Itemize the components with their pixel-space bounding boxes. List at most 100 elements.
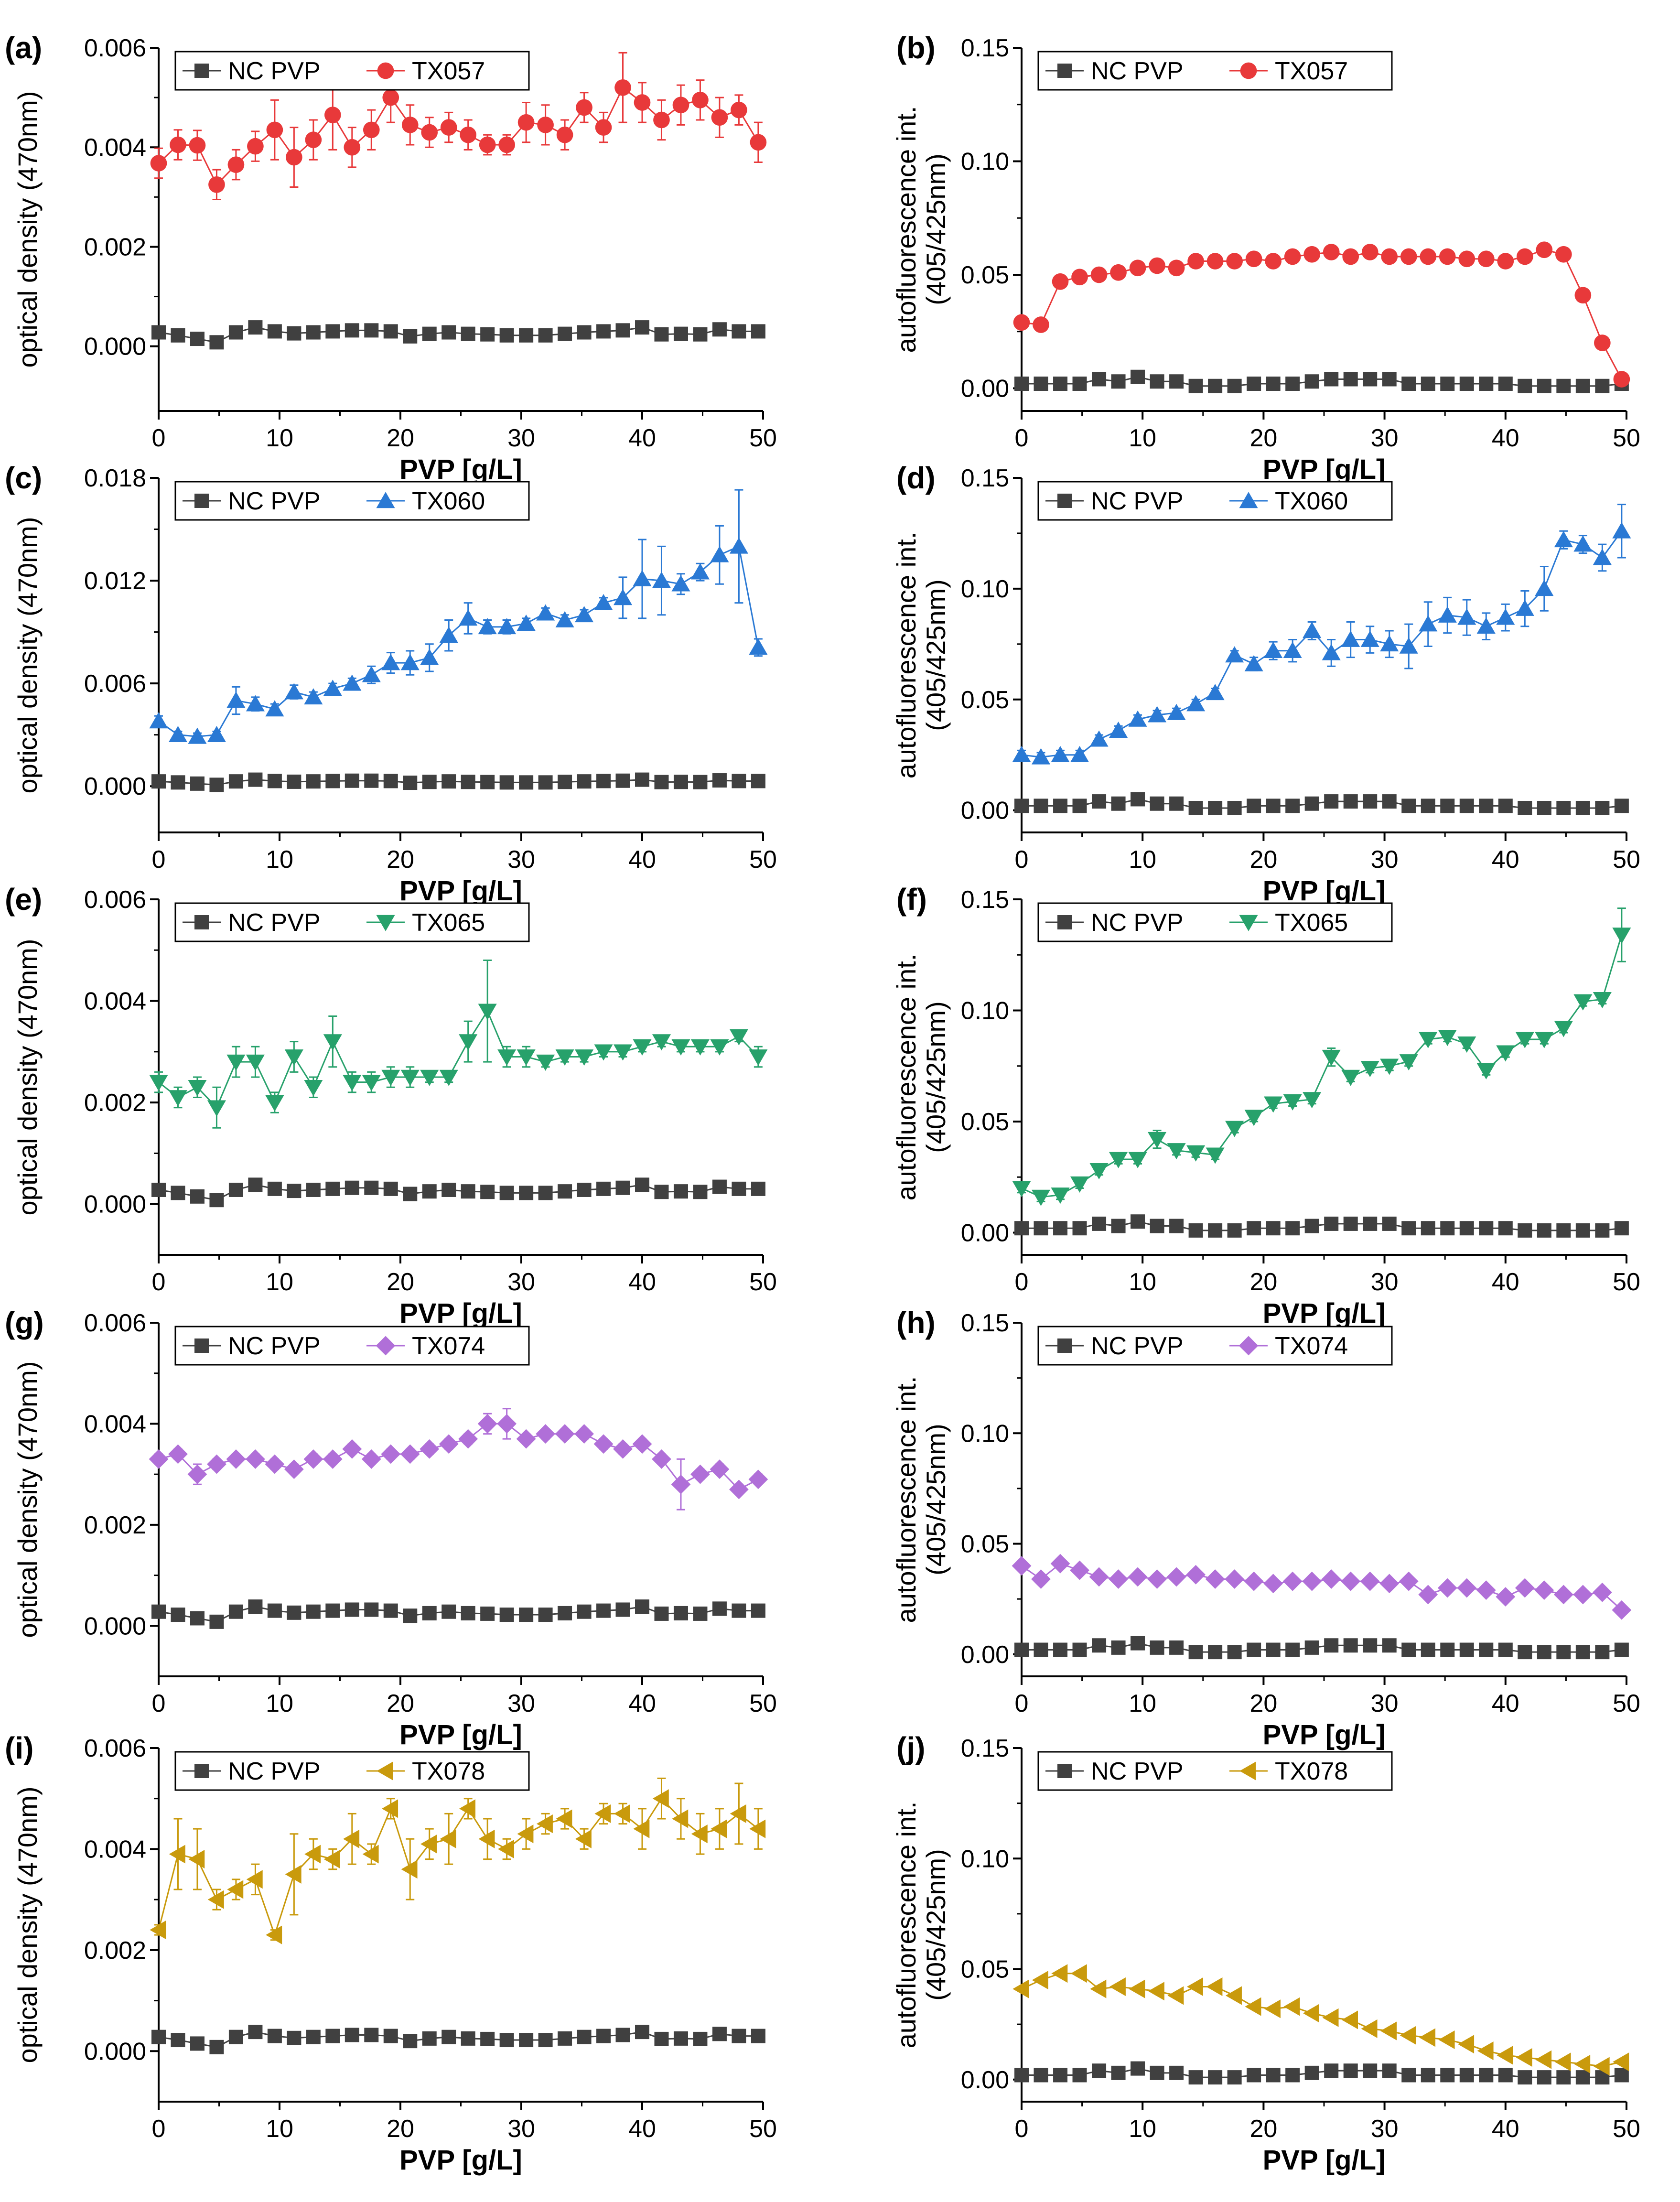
data-point-nc-pvp xyxy=(1363,794,1378,809)
data-point-nc-pvp xyxy=(635,1599,649,1614)
series-line-tx060 xyxy=(1021,530,1623,758)
data-point-nc-pvp xyxy=(422,2031,437,2046)
data-point-nc-pvp xyxy=(1498,1221,1513,1236)
data-point-tx060 xyxy=(1515,599,1534,616)
y-tick-label: 0.006 xyxy=(84,1309,146,1337)
data-point-nc-pvp xyxy=(693,2031,708,2046)
legend-marker-nc-pvp xyxy=(1057,494,1072,508)
legend-marker-nc-pvp xyxy=(1057,64,1072,78)
data-point-nc-pvp xyxy=(403,1187,418,1201)
data-point-tx057 xyxy=(286,149,302,166)
data-point-nc-pvp xyxy=(1188,1645,1203,1660)
data-point-tx057 xyxy=(1555,246,1572,263)
data-point-tx078 xyxy=(227,1880,244,1899)
series-line-tx065 xyxy=(158,1009,759,1109)
data-point-tx060 xyxy=(420,648,439,665)
data-point-nc-pvp xyxy=(171,1608,185,1622)
y-tick-label: 0.006 xyxy=(84,34,146,62)
data-point-nc-pvp xyxy=(1363,372,1378,387)
data-point-tx057 xyxy=(1516,248,1533,265)
data-point-nc-pvp xyxy=(1343,794,1358,809)
data-point-tx060 xyxy=(555,611,574,627)
data-point-tx065 xyxy=(149,1075,168,1091)
data-point-tx078 xyxy=(749,1819,766,1838)
data-point-tx057 xyxy=(750,134,767,151)
legend-marker-nc-pvp xyxy=(194,494,209,508)
data-point-nc-pvp xyxy=(151,1182,166,1197)
data-point-nc-pvp xyxy=(1092,372,1107,387)
panel-label: (c) xyxy=(5,461,42,495)
data-point-nc-pvp xyxy=(306,774,321,789)
data-point-nc-pvp xyxy=(480,327,495,342)
legend: NC PVP TX060 xyxy=(1037,481,1393,521)
data-point-tx074 xyxy=(1321,1569,1341,1589)
data-point-nc-pvp xyxy=(693,1606,708,1621)
data-point-nc-pvp xyxy=(171,2033,185,2048)
data-point-tx074 xyxy=(420,1439,440,1459)
legend-label-nc-pvp: NC PVP xyxy=(228,1332,321,1360)
data-point-tx078 xyxy=(1148,1982,1164,2001)
x-tick-label: 10 xyxy=(1129,1690,1156,1717)
x-tick-label: 0 xyxy=(1015,1268,1029,1296)
data-point-nc-pvp xyxy=(1556,378,1571,393)
data-point-tx060 xyxy=(304,688,323,705)
data-point-tx060 xyxy=(168,725,188,742)
data-point-tx074 xyxy=(207,1454,226,1474)
data-point-tx074 xyxy=(1225,1569,1245,1589)
y-tick-label: 0.05 xyxy=(961,686,1009,714)
data-point-tx060 xyxy=(1148,706,1167,723)
data-point-nc-pvp xyxy=(1150,374,1164,389)
data-point-nc-pvp xyxy=(751,2029,765,2043)
data-point-tx074 xyxy=(246,1449,265,1469)
data-point-nc-pvp xyxy=(345,2028,359,2042)
data-point-tx074 xyxy=(593,1434,614,1454)
data-point-tx057 xyxy=(363,121,380,139)
data-point-nc-pvp xyxy=(1401,1642,1416,1657)
data-point-nc-pvp xyxy=(442,1604,456,1619)
data-point-tx060 xyxy=(1341,630,1360,647)
panel-d: 0 10 20 30 40 50 0.00 0.05 0.10 0.15 PVP [g/L] auto… xyxy=(891,461,1640,907)
data-point-nc-pvp xyxy=(151,1604,166,1619)
data-point-nc-pvp xyxy=(1247,1642,1261,1657)
data-point-nc-pvp xyxy=(519,328,534,343)
data-point-tx060 xyxy=(1573,535,1593,552)
data-point-nc-pvp xyxy=(209,2040,224,2054)
y-tick-label: 0.004 xyxy=(84,988,146,1015)
y-tick-label: 0.00 xyxy=(961,797,1009,825)
data-point-tx060 xyxy=(439,626,458,643)
x-axis-title: PVP [g/L] xyxy=(399,1298,522,1329)
data-point-nc-pvp xyxy=(1227,2070,1242,2085)
data-point-nc-pvp xyxy=(403,776,418,790)
data-point-tx065 xyxy=(400,1069,420,1086)
data-point-tx074 xyxy=(632,1434,652,1454)
data-point-tx060 xyxy=(1496,608,1515,625)
data-point-nc-pvp xyxy=(654,327,669,342)
data-point-nc-pvp xyxy=(364,1602,379,1617)
data-point-nc-pvp xyxy=(1304,796,1319,811)
data-point-nc-pvp xyxy=(383,1181,398,1196)
data-point-tx057 xyxy=(1071,269,1088,286)
data-point-nc-pvp xyxy=(732,774,746,788)
data-point-nc-pvp xyxy=(422,1606,437,1620)
data-point-nc-pvp xyxy=(442,1182,456,1197)
data-point-tx078 xyxy=(169,1845,185,1864)
data-point-nc-pvp xyxy=(1575,800,1590,815)
data-point-tx060 xyxy=(323,680,342,696)
data-point-tx057 xyxy=(1420,248,1437,265)
y-tick-label: 0.10 xyxy=(961,575,1009,603)
data-point-nc-pvp xyxy=(325,2029,340,2043)
x-tick-label: 0 xyxy=(152,424,166,452)
data-point-nc-pvp xyxy=(442,325,456,340)
panel-label: (a) xyxy=(5,31,42,65)
data-point-tx060 xyxy=(1535,580,1554,596)
data-point-tx074 xyxy=(1302,1571,1322,1591)
data-point-tx074 xyxy=(1553,1585,1573,1605)
data-point-tx057 xyxy=(692,91,709,108)
x-tick-label: 40 xyxy=(628,1690,656,1717)
data-point-nc-pvp xyxy=(151,2029,166,2044)
data-point-tx065 xyxy=(710,1039,729,1056)
data-point-nc-pvp xyxy=(1034,1642,1048,1657)
x-tick-label: 40 xyxy=(628,846,656,874)
data-point-tx074 xyxy=(652,1449,671,1469)
x-axis-title: PVP [g/L] xyxy=(399,2145,522,2176)
